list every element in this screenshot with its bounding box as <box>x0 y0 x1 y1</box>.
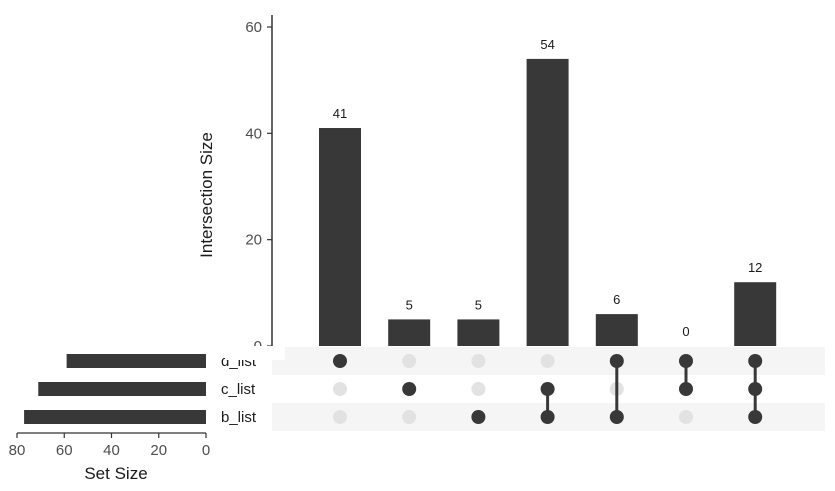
set-size-bar-d_list <box>66 354 206 368</box>
axis-clip-mask <box>225 346 285 360</box>
y-tick-label: 60 <box>245 19 262 36</box>
intersection-bar <box>457 319 500 346</box>
matrix-dot-inactive <box>402 410 417 424</box>
intersection-bar <box>734 282 777 346</box>
matrix-dot-active <box>748 410 763 424</box>
intersection-value-labels: 41 5 5 54 6 0 12 <box>333 37 763 339</box>
y-tick-label: 40 <box>245 125 262 142</box>
matrix-dot-active <box>748 354 763 368</box>
x-axis-title: Set Size <box>84 464 147 483</box>
intersection-bar <box>526 58 569 347</box>
intersection-y-axis: 0204060 <box>245 15 273 355</box>
set-label-c_list: c_list <box>221 381 256 398</box>
intersection-bar <box>595 314 638 346</box>
intersection-bar <box>388 319 431 346</box>
matrix-dot-inactive <box>540 354 555 368</box>
intersection-bar <box>319 128 361 346</box>
matrix-dot-inactive <box>333 410 347 424</box>
matrix-dot-inactive <box>402 354 417 368</box>
set-size-x-axis: 80 60 40 20 0 <box>9 432 210 459</box>
y-axis-title: Intersection Size <box>197 132 216 258</box>
set-size-bars <box>24 354 207 424</box>
set-size-bar-b_list <box>24 410 207 424</box>
set-size-bar-c_list <box>38 382 207 396</box>
bar-value-label: 12 <box>748 260 762 275</box>
matrix-dot-active <box>679 382 693 396</box>
set-label-b_list: b_list <box>221 409 257 426</box>
matrix-dot-inactive <box>471 382 486 396</box>
matrix-dot-active <box>471 410 486 424</box>
intersection-matrix <box>333 354 763 424</box>
matrix-dot-inactive <box>333 382 347 396</box>
x-tick-label: 40 <box>103 442 120 459</box>
bar-value-label: 54 <box>540 37 554 52</box>
matrix-dot-active <box>333 354 347 368</box>
x-tick-label: 20 <box>150 442 167 459</box>
x-tick-label: 60 <box>56 442 73 459</box>
matrix-dot-inactive <box>471 354 486 368</box>
bar-value-label: 6 <box>613 292 620 307</box>
x-tick-label: 0 <box>202 442 210 459</box>
bar-value-label: 5 <box>406 297 413 312</box>
y-tick-label: 20 <box>245 232 262 249</box>
matrix-dot-active <box>540 382 555 396</box>
matrix-dot-active <box>679 354 693 368</box>
bar-value-label: 5 <box>475 297 482 312</box>
bar-value-label: 0 <box>682 324 689 339</box>
x-tick-label: 80 <box>9 442 26 459</box>
intersection-bars <box>319 58 777 347</box>
matrix-dot-inactive <box>679 410 693 424</box>
matrix-dot-active <box>609 410 624 424</box>
matrix-dot-active <box>609 354 624 368</box>
matrix-dot-active <box>748 382 763 396</box>
matrix-dot-active <box>540 410 555 424</box>
matrix-dot-active <box>402 382 417 396</box>
bar-value-label: 41 <box>333 106 347 121</box>
